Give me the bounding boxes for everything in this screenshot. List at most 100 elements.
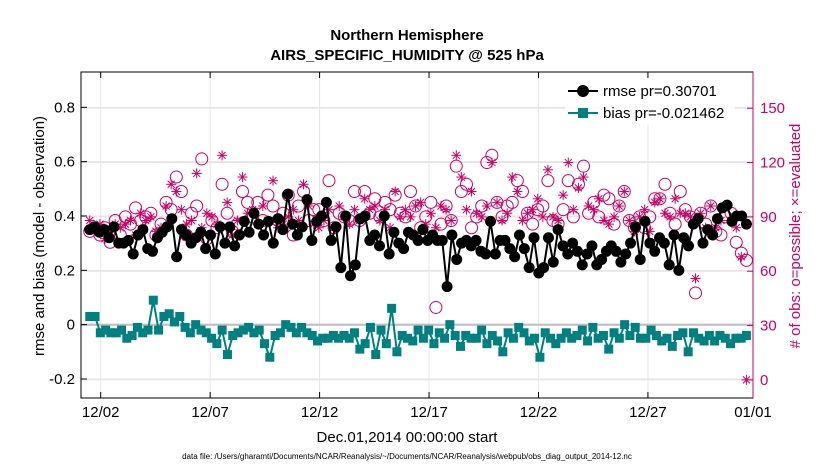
obs-evaluated-point xyxy=(654,193,665,204)
rmse-point xyxy=(625,237,637,249)
bias-point xyxy=(249,328,259,338)
bias-point xyxy=(519,328,529,338)
bias-point xyxy=(736,333,746,343)
obs-evaluated-point xyxy=(665,211,676,222)
axes-ticks: 12/02 12/07 12/12 12/17 12/22 12/27 01/01 -0.2 0… xyxy=(49,72,785,421)
bias-point xyxy=(482,339,492,349)
rmse-point xyxy=(219,237,231,249)
bias-point xyxy=(191,320,201,330)
obs-evaluated-point xyxy=(334,201,345,212)
x-tick-label: 12/17 xyxy=(410,404,448,421)
obs-possible-point xyxy=(729,235,743,249)
obs-possible-point xyxy=(169,170,183,184)
obs-evaluated-point xyxy=(441,204,452,215)
bias-point xyxy=(254,325,264,335)
rmse-point xyxy=(306,234,318,246)
bias-point xyxy=(715,331,725,341)
bias-point xyxy=(180,322,190,332)
bias-point xyxy=(323,333,333,343)
bias-point xyxy=(387,303,397,313)
bias-point xyxy=(498,347,508,357)
obs-evaluated-point xyxy=(598,215,609,226)
rmse-point xyxy=(639,215,651,227)
rmse-point xyxy=(557,240,569,252)
obs-evaluated-point xyxy=(415,197,426,208)
chart-title: Northern Hemisphere xyxy=(330,27,483,44)
rmse-point xyxy=(489,248,501,260)
bias-point xyxy=(334,333,344,343)
bias-point xyxy=(471,333,481,343)
rmse-point xyxy=(707,229,719,241)
obs-evaluated-point xyxy=(206,211,217,222)
bias-point xyxy=(434,328,444,338)
rmse-point xyxy=(296,221,308,233)
obs-evaluated-point xyxy=(619,186,630,197)
rmse-point xyxy=(528,232,540,244)
bias-point xyxy=(281,320,291,330)
obs-possible-point xyxy=(658,177,672,191)
bias-point xyxy=(265,352,275,362)
rmse-point xyxy=(262,215,274,227)
legend-bias-label: bias pr=-0.021462 xyxy=(603,105,724,122)
bias-point xyxy=(244,322,254,332)
obs-evaluated-point xyxy=(425,208,436,219)
rmse-point xyxy=(137,224,149,236)
rmse-point xyxy=(103,232,115,244)
bias-point xyxy=(567,333,577,343)
obs-evaluated-point xyxy=(201,208,212,219)
obs-evaluated-point xyxy=(603,219,614,230)
bias-point xyxy=(540,328,550,338)
rmse-point xyxy=(581,248,593,260)
obs-possible-point xyxy=(215,177,229,191)
bias-point xyxy=(228,331,238,341)
bias-point xyxy=(350,328,360,338)
obs-evaluated-point xyxy=(588,204,599,215)
bias-point xyxy=(667,341,677,351)
bias-point xyxy=(397,331,407,341)
obs-evaluated-point xyxy=(359,193,370,204)
rmse-point xyxy=(610,245,622,257)
bias-point xyxy=(185,328,195,338)
bias-point xyxy=(503,328,513,338)
y-tick-label-left: 0.2 xyxy=(54,262,75,279)
bias-point xyxy=(646,325,656,335)
rmse-point xyxy=(504,243,516,255)
rmse-point xyxy=(344,270,356,282)
obs-possible-point xyxy=(465,221,479,235)
obs-evaluated-point xyxy=(522,208,533,219)
bias-point xyxy=(413,325,423,335)
obs-evaluated-point xyxy=(461,204,472,215)
obs-evaluated-point xyxy=(217,150,228,161)
rmse-point xyxy=(678,232,690,244)
rmse-point xyxy=(204,229,216,241)
bias-point xyxy=(408,336,418,346)
bias-point xyxy=(583,336,593,346)
rmse-point xyxy=(480,248,492,260)
obs-possible-point xyxy=(129,201,143,215)
bias-point xyxy=(222,350,232,360)
y-tick-label-left: 0.8 xyxy=(54,99,75,116)
obs-possible-point xyxy=(251,195,265,209)
rmse-point xyxy=(736,210,748,222)
bias-point xyxy=(106,328,116,338)
rmse-point xyxy=(258,229,270,241)
bias-point xyxy=(450,331,460,341)
obs-evaluated-point xyxy=(563,157,574,168)
obs-evaluated-point xyxy=(161,201,172,212)
bias-point xyxy=(138,328,148,338)
obs-evaluated-point xyxy=(486,157,497,168)
bias-point xyxy=(143,325,153,335)
bias-point xyxy=(710,336,720,346)
bias-point xyxy=(127,331,137,341)
legend-rmse-marker xyxy=(577,85,589,97)
obs-evaluated-point xyxy=(537,211,548,222)
rmse-point xyxy=(238,215,250,227)
obs-possible-point xyxy=(403,185,417,199)
bias-point xyxy=(154,325,164,335)
rmse-point xyxy=(697,237,709,249)
rmse-point xyxy=(122,234,134,246)
rmse-point xyxy=(209,248,221,260)
y-tick-label-right: 150 xyxy=(760,100,785,117)
obs-possible-point xyxy=(689,286,703,300)
obs-evaluated-point xyxy=(593,193,604,204)
